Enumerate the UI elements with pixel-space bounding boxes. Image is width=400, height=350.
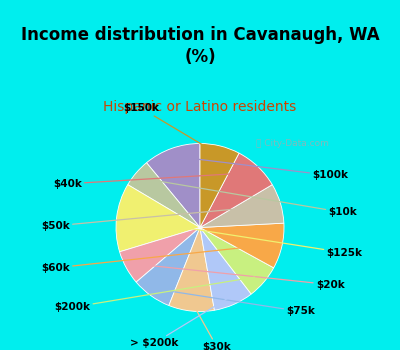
Wedge shape: [200, 228, 251, 310]
Text: $10k: $10k: [145, 179, 357, 217]
Wedge shape: [200, 228, 274, 294]
Text: > $200k: > $200k: [130, 298, 228, 348]
Wedge shape: [200, 144, 239, 228]
Wedge shape: [200, 185, 284, 228]
Text: $30k: $30k: [194, 305, 231, 350]
Wedge shape: [136, 228, 200, 306]
Wedge shape: [116, 185, 200, 252]
Text: Income distribution in Cavanaugh, WA
(%): Income distribution in Cavanaugh, WA (%): [21, 26, 379, 66]
Wedge shape: [200, 153, 272, 228]
Wedge shape: [146, 144, 200, 228]
Text: $125k: $125k: [128, 219, 362, 258]
Wedge shape: [169, 228, 214, 312]
Text: $20k: $20k: [136, 264, 344, 289]
Text: $50k: $50k: [41, 206, 270, 231]
Text: $200k: $200k: [54, 277, 255, 312]
Text: ⓘ City-Data.com: ⓘ City-Data.com: [256, 139, 328, 148]
Wedge shape: [128, 163, 200, 228]
Text: $100k: $100k: [177, 157, 348, 180]
Text: $40k: $40k: [53, 173, 249, 189]
Wedge shape: [120, 228, 200, 282]
Text: $75k: $75k: [159, 289, 315, 316]
Text: $150k: $150k: [123, 103, 216, 153]
Text: Hispanic or Latino residents: Hispanic or Latino residents: [103, 100, 297, 114]
Wedge shape: [200, 223, 284, 268]
Text: $60k: $60k: [41, 245, 271, 273]
